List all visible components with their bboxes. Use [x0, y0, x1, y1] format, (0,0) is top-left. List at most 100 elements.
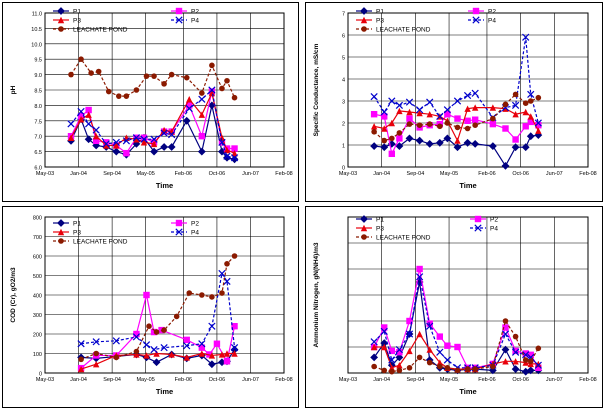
data-point: [526, 132, 535, 141]
data-point-stroke-b: [92, 338, 100, 346]
x-tick-label: Sep-04: [103, 171, 121, 177]
x-tick-label: Feb-06: [478, 377, 495, 383]
x-tick-label: Jan-04: [70, 171, 87, 177]
data-point: [443, 356, 452, 364]
y-tick-label: 11.0: [32, 12, 42, 18]
data-point: [405, 98, 414, 106]
data-point: [488, 366, 497, 375]
data-point: [197, 147, 206, 156]
y-tick-label: 300: [33, 313, 42, 319]
data-point: [454, 367, 461, 374]
series-p3: [370, 330, 542, 373]
legend-marker: [472, 16, 480, 24]
data-point: [208, 89, 216, 97]
data-point-stroke-b: [370, 92, 378, 101]
data-point: [207, 360, 216, 369]
data-point-stroke-b: [67, 120, 75, 128]
data-point-stroke-b: [150, 345, 158, 354]
data-point: [140, 139, 148, 146]
data-point: [173, 313, 180, 320]
x-tick-label: Sep-04: [407, 377, 425, 383]
legend-entry: LEACHATE POND: [53, 238, 128, 246]
x-axis-label: Time: [459, 181, 476, 190]
data-point: [406, 317, 413, 325]
data-point: [535, 127, 542, 134]
data-point: [198, 340, 206, 348]
data-point: [396, 349, 403, 356]
x-tick-label: May-03: [339, 377, 357, 383]
data-point: [112, 138, 120, 146]
data-point: [502, 101, 509, 108]
data-point: [67, 134, 75, 141]
y-tick-label: 2: [342, 122, 345, 128]
data-point: [406, 347, 413, 355]
data-point-stroke-b: [208, 322, 216, 330]
y-tick-label: 800: [33, 216, 42, 222]
data-point: [160, 143, 169, 151]
chart-panel-3: 0 100 200 300 400 500 600 700 800 May-03 Jan-04 Sep…: [2, 206, 299, 408]
data-point-stroke-b: [380, 327, 388, 336]
legend-entry: P2: [171, 7, 199, 16]
data-point: [143, 291, 150, 299]
data-point: [92, 361, 100, 368]
data-point: [444, 111, 451, 118]
data-point: [132, 134, 141, 142]
legend-entry: P3: [53, 228, 81, 237]
y-tick-label: 8.0: [34, 104, 42, 110]
data-point: [502, 318, 509, 324]
data-point: [426, 121, 433, 127]
data-point-stroke-b: [150, 135, 158, 143]
legend-entry: P3: [53, 16, 81, 25]
data-point: [395, 142, 404, 151]
chart-panel-1: 6.0 6.5 7.0 7.5 8.0 8.5 9.0 9.5 10.0 10.5 11.0 May-…: [2, 2, 299, 202]
y-tick-label: 1: [342, 144, 345, 150]
data-point: [370, 343, 378, 351]
data-point: [388, 150, 396, 157]
data-point: [152, 358, 161, 367]
legend-label: P3: [73, 18, 81, 25]
y-tick-label: 6.5: [34, 150, 42, 156]
data-point: [209, 294, 215, 300]
data-point: [160, 129, 168, 137]
y-tick-label: 3: [342, 100, 345, 106]
x-tick-label: Oct-06: [209, 171, 226, 177]
data-point: [471, 89, 479, 97]
y-tick-label: 7.0: [34, 135, 42, 141]
legend-marker: [175, 7, 183, 15]
x-tick-label: Jun-07: [242, 171, 259, 177]
data-point: [535, 345, 542, 352]
data-point: [454, 115, 461, 122]
data-point-stroke-b: [511, 348, 520, 356]
legend-label: P2: [191, 221, 199, 228]
y-tick-label: 9.5: [34, 58, 42, 64]
legend-label: P1: [376, 9, 384, 16]
y-axis-label: Specific Conductance, mS/cm: [313, 43, 320, 136]
x-tick-label: May-03: [339, 171, 357, 177]
data-point: [230, 154, 239, 162]
data-point: [167, 143, 176, 151]
data-point: [132, 333, 141, 341]
y-tick-label: 5: [342, 56, 345, 62]
data-point-stroke-b: [160, 129, 168, 137]
legend-entry: P1: [356, 215, 384, 224]
series-line: [373, 319, 539, 373]
data-point: [464, 125, 471, 132]
data-point: [453, 97, 462, 105]
data-point: [133, 351, 140, 358]
data-point: [389, 368, 395, 375]
y-tick-label: 10.5: [31, 27, 42, 33]
data-point: [92, 338, 100, 346]
data-point: [527, 98, 534, 104]
series-leachate-pond: [78, 253, 238, 363]
x-tick-label: Jun-07: [546, 171, 563, 177]
data-point: [85, 106, 92, 114]
x-tick-label: Oct-06: [209, 377, 226, 383]
data-point: [501, 345, 510, 354]
series-line: [373, 276, 539, 369]
data-point: [161, 81, 167, 87]
data-point-stroke-b: [527, 90, 535, 99]
data-point: [168, 351, 175, 358]
data-point-stroke-b: [380, 108, 388, 116]
legend-marker: [57, 7, 65, 15]
